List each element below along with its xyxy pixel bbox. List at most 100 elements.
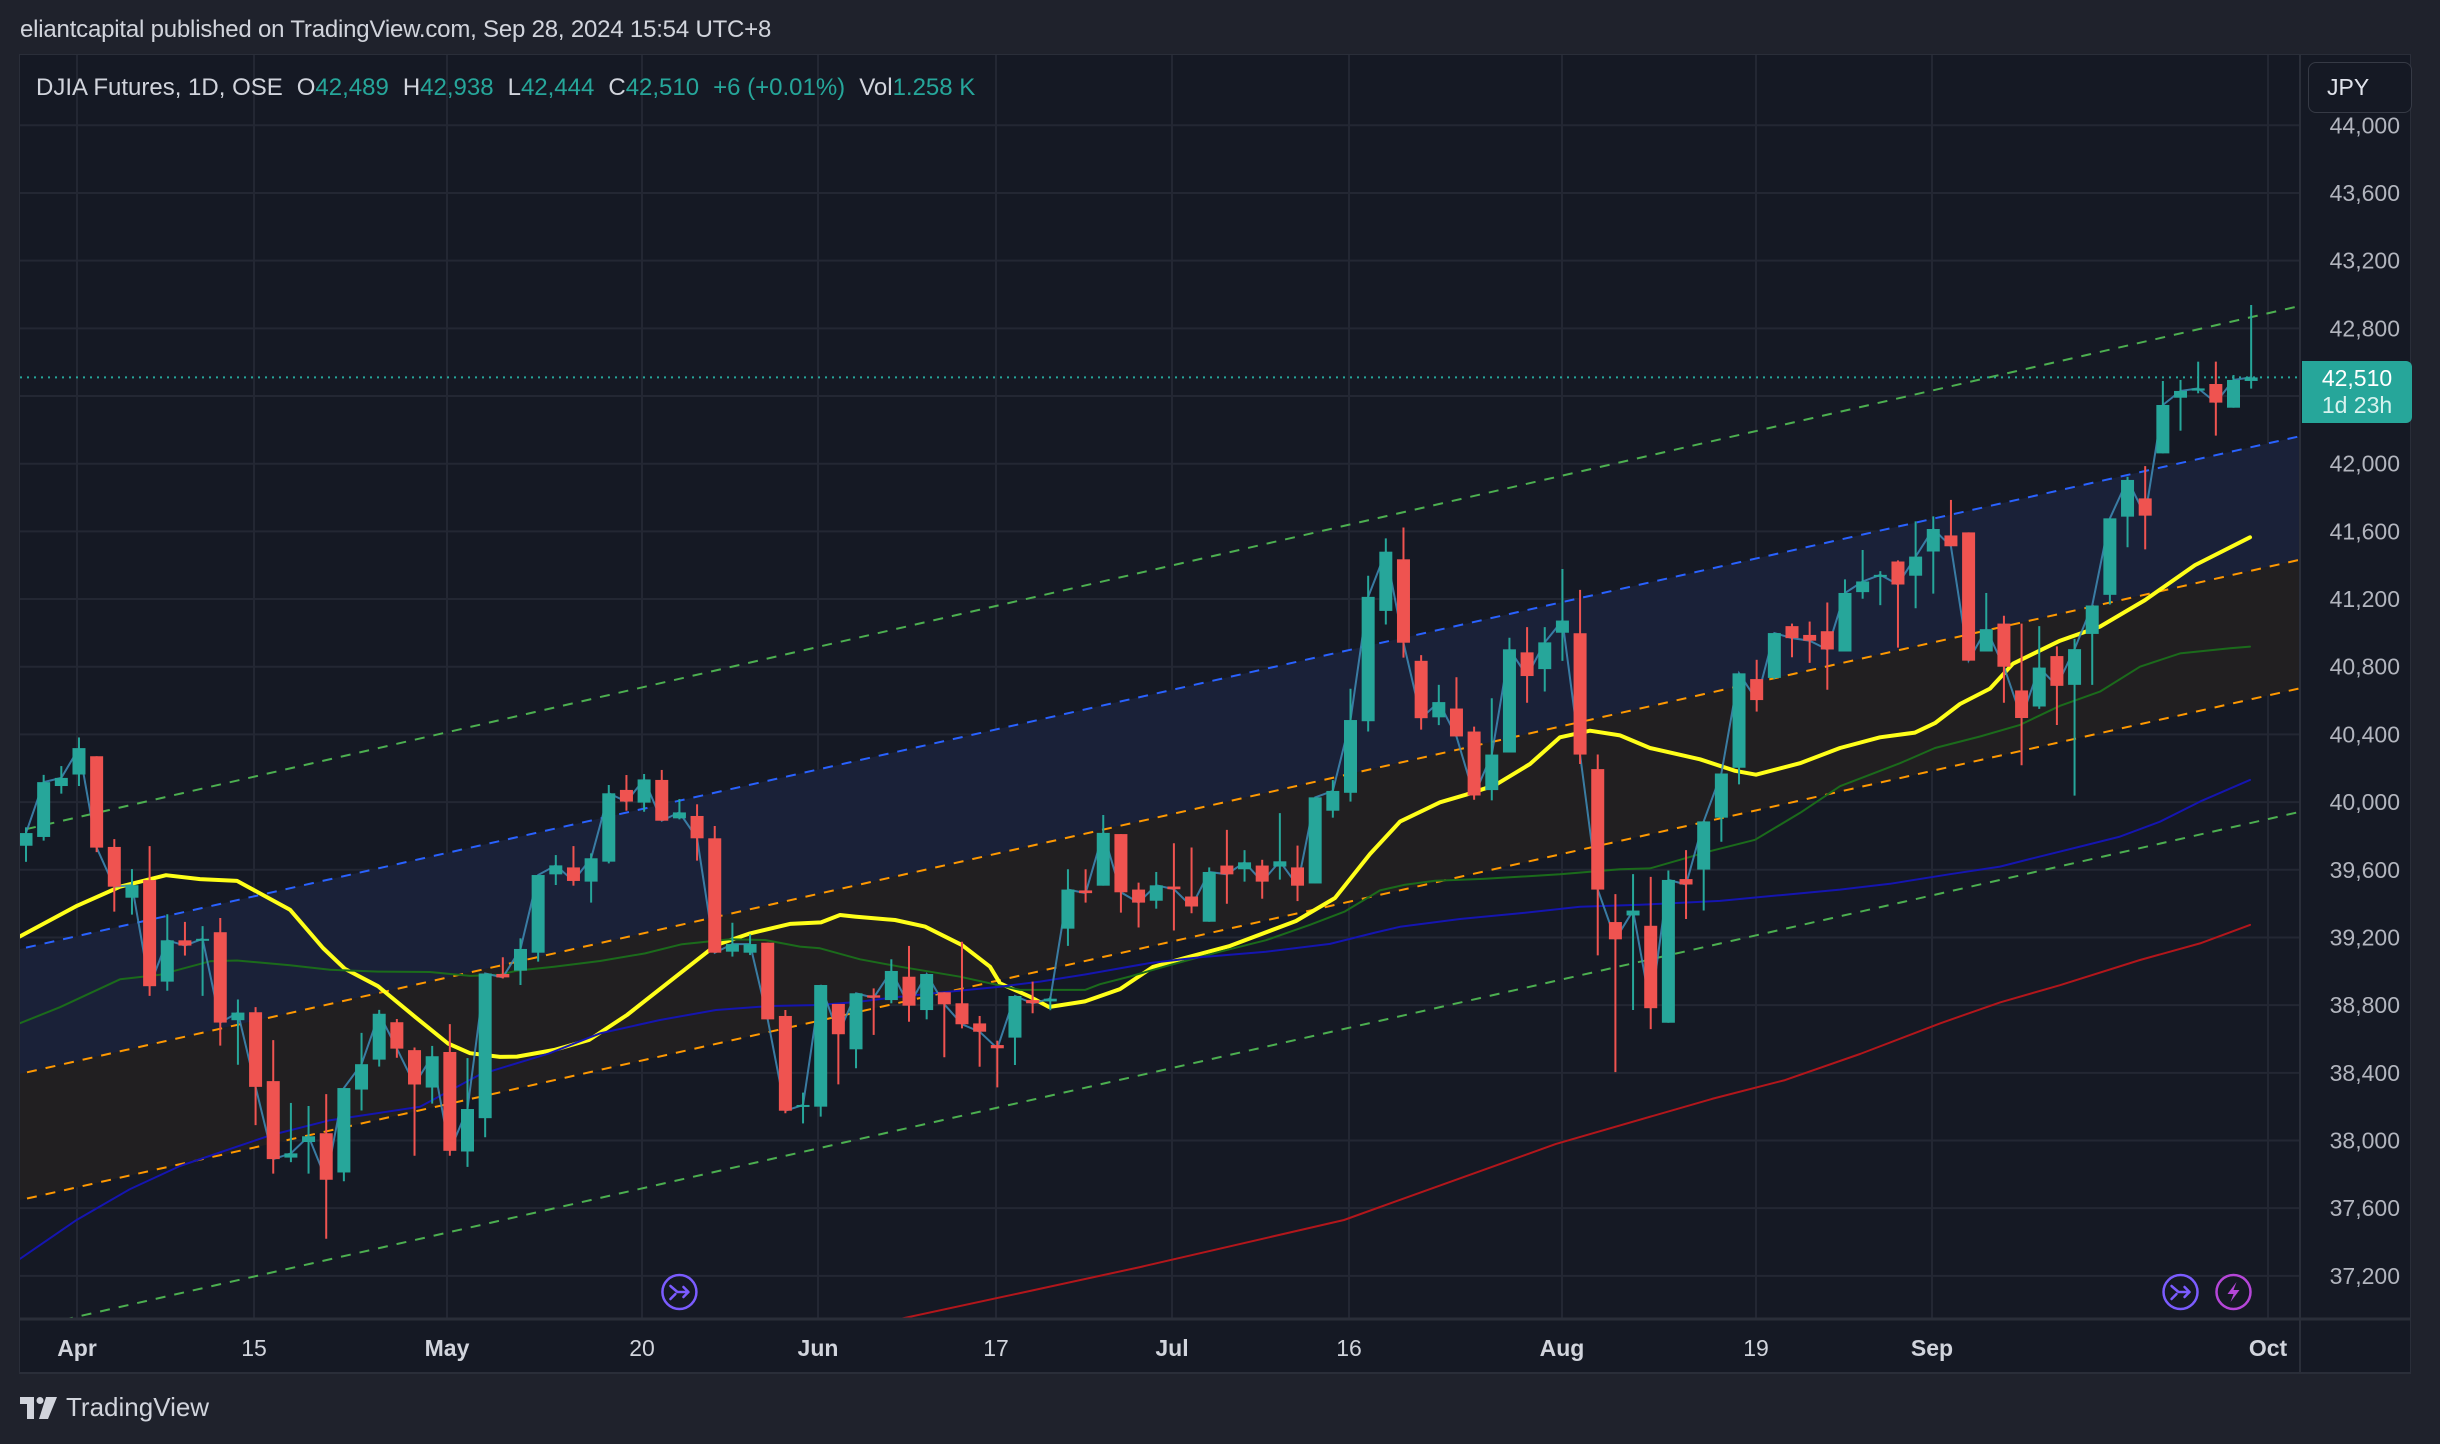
candle — [955, 941, 969, 1029]
price-tick-label: 40,400 — [2330, 721, 2400, 747]
candle — [1379, 538, 1393, 625]
time-tick-label: May — [425, 1335, 470, 1361]
currency-button[interactable]: JPY — [2308, 62, 2412, 113]
candle — [655, 769, 669, 821]
candle — [2085, 605, 2099, 685]
candle — [1043, 996, 1057, 1011]
candle — [920, 974, 934, 1020]
time-tick-label: 16 — [1336, 1335, 1362, 1361]
candle — [408, 1047, 422, 1156]
channel-band — [20, 436, 2300, 1074]
candle — [1803, 621, 1817, 663]
candle — [796, 1092, 810, 1124]
open-value: 42,489 — [315, 74, 389, 101]
candle — [2174, 379, 2188, 431]
candle — [2050, 646, 2064, 725]
candle — [1555, 568, 1569, 661]
price-tick-label: 38,800 — [2330, 992, 2400, 1018]
time-axis-labels[interactable]: Apr 15 May 20 Jun 17 Jul 16 Aug 19 Sep Oct — [57, 1335, 2287, 1361]
candle — [461, 1058, 474, 1167]
candle — [284, 1102, 298, 1163]
candle — [1679, 850, 1693, 920]
candle — [690, 804, 704, 861]
moving-average-lines — [20, 535, 2252, 1319]
time-tick-label: Apr — [57, 1335, 97, 1361]
high-label: H — [402, 74, 421, 101]
lightning-icon[interactable] — [2215, 1273, 2252, 1311]
candle — [849, 993, 863, 1069]
low-label: L — [507, 74, 521, 101]
candle — [1909, 521, 1923, 609]
candle — [1114, 834, 1128, 913]
axes — [19, 55, 2411, 1374]
candle — [249, 1007, 263, 1126]
volume-label: Vol — [859, 74, 893, 101]
candle — [425, 1045, 439, 1104]
candle — [1432, 684, 1446, 726]
time-tick-label: 15 — [241, 1335, 267, 1361]
candle — [672, 799, 686, 820]
candle — [584, 853, 598, 903]
ma-line — [20, 645, 2251, 1025]
candle — [143, 846, 157, 996]
candle — [884, 959, 898, 1004]
candle — [1273, 813, 1287, 880]
channel-line — [62, 810, 2300, 1319]
candle — [1467, 726, 1481, 800]
time-tick-label: Aug — [1540, 1335, 1585, 1361]
candle — [1644, 876, 1658, 1030]
price-tick-label: 44,000 — [2330, 112, 2400, 138]
candle — [1308, 797, 1322, 884]
ma-line — [20, 535, 2252, 1059]
candle — [814, 985, 828, 1117]
symbol-name[interactable]: DJIA Futures, 1D, OSE — [36, 74, 283, 101]
candle — [478, 973, 492, 1138]
candle — [1149, 871, 1163, 909]
candle — [1291, 845, 1305, 902]
candle — [1079, 869, 1093, 903]
candle — [1750, 659, 1764, 712]
candle — [1697, 821, 1711, 911]
candle — [1220, 829, 1234, 904]
tradingview-logo[interactable]: TradingView — [20, 1392, 209, 1423]
candle — [1714, 773, 1728, 842]
price-axis-labels[interactable]: 37,200 37,600 38,000 38,400 38,800 39,200 39,6… — [2330, 112, 2400, 1289]
candle — [937, 992, 951, 1058]
candle — [1785, 623, 1799, 658]
price-tick-label: 40,000 — [2330, 789, 2400, 815]
candle — [1167, 843, 1181, 931]
candle — [1502, 637, 1516, 753]
event-markers[interactable] — [661, 1273, 2252, 1311]
candle — [1061, 869, 1075, 946]
candle — [213, 918, 227, 1046]
price-tick-label: 40,800 — [2330, 654, 2400, 680]
split-arrow-icon[interactable] — [2162, 1273, 2199, 1311]
candle — [1767, 633, 1781, 680]
candle — [90, 756, 104, 853]
candle — [1591, 754, 1605, 956]
candle — [372, 1009, 386, 1067]
candle — [513, 938, 527, 986]
open-label: O — [296, 74, 316, 101]
candle — [1326, 780, 1340, 818]
candle — [743, 934, 757, 956]
channel-line — [25, 435, 2300, 949]
candle — [72, 737, 86, 787]
split-arrow-icon[interactable] — [661, 1273, 698, 1311]
price-tick-label: 43,600 — [2330, 180, 2400, 206]
candle — [20, 827, 33, 862]
time-tick-label: Oct — [2249, 1335, 2288, 1361]
ma-line — [894, 923, 2251, 1319]
candle — [337, 1088, 351, 1182]
candle — [708, 825, 722, 953]
candle — [831, 1003, 845, 1085]
candle — [1873, 571, 1887, 606]
candle — [355, 1032, 369, 1111]
candle — [2015, 623, 2029, 766]
candle — [549, 855, 563, 886]
candle — [2121, 476, 2135, 548]
candle — [1396, 527, 1410, 658]
candle — [1026, 981, 1040, 1014]
